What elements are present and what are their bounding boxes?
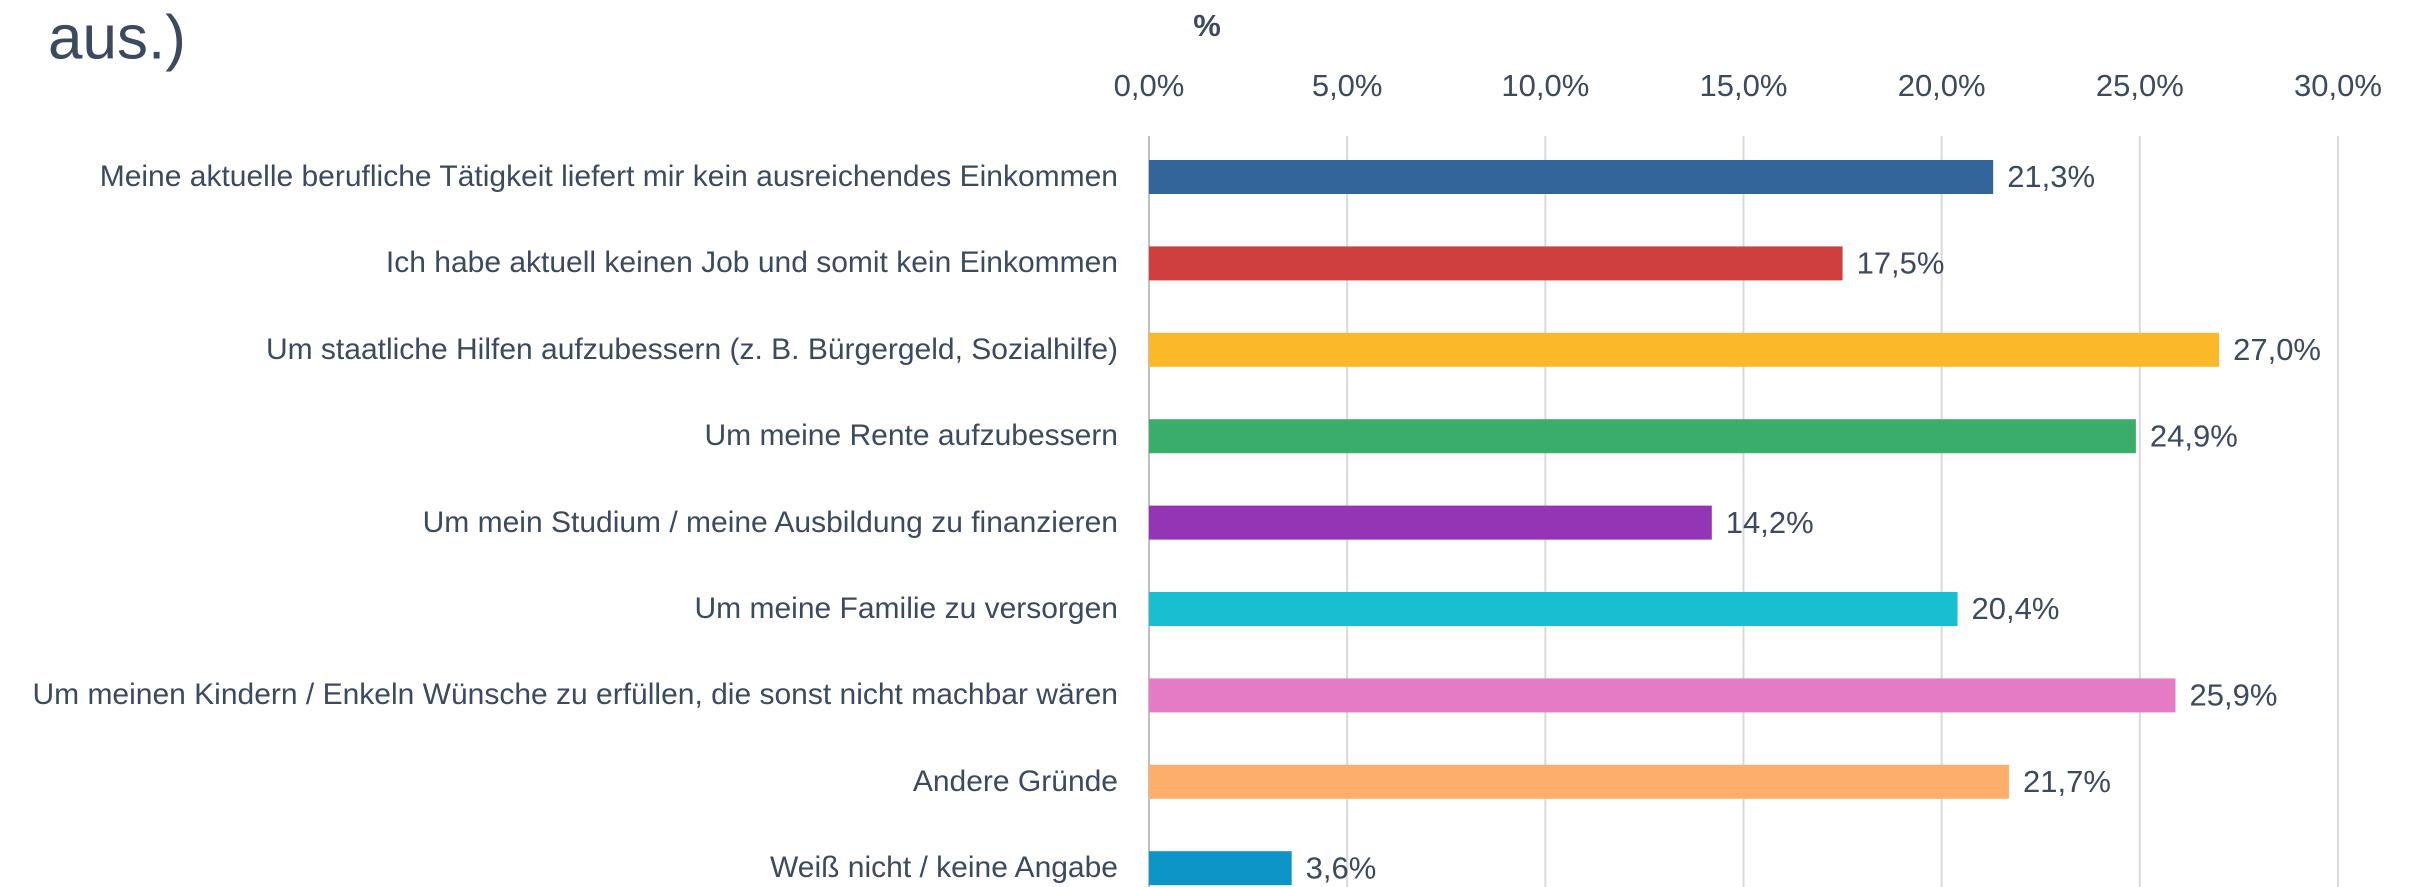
data-label: 24,9% (2150, 418, 2238, 453)
data-label: 14,2% (1726, 505, 1814, 540)
category-label: Weiß nicht / keine Angabe (770, 851, 1118, 885)
category-label: Um mein Studium / meine Ausbildung zu fi… (422, 505, 1118, 539)
bar (1149, 678, 2176, 713)
bar (1149, 505, 1712, 540)
category-label: Um meinen Kindern / Enkeln Wünsche zu er… (32, 678, 1118, 712)
data-label: 21,7% (2023, 764, 2111, 799)
x-tick-label: 15,0% (1700, 68, 1788, 103)
category-label: Andere Gründe (912, 764, 1118, 798)
x-tick-label: 10,0% (1501, 68, 1589, 103)
bar (1149, 246, 1843, 281)
category-label: Ich habe aktuell keinen Job und somit ke… (385, 246, 1118, 280)
x-axis-label: % (1193, 8, 1221, 43)
data-label: 3,6% (1306, 850, 1377, 885)
x-tick-label: 30,0% (2294, 68, 2382, 103)
category-label: Um meine Rente aufzubessern (704, 419, 1118, 453)
data-label: 21,3% (2007, 159, 2095, 194)
category-label: Um staatliche Hilfen aufzubessern (z. B.… (265, 332, 1118, 366)
x-tick-label: 0,0% (1114, 68, 1185, 103)
bar (1149, 332, 2220, 367)
bar (1149, 764, 2010, 799)
x-tick-label: 5,0% (1312, 68, 1383, 103)
bar (1149, 851, 1292, 886)
category-label: Um meine Familie zu versorgen (694, 592, 1118, 625)
category-label: Meine aktuelle berufliche Tätigkeit lief… (99, 160, 1118, 193)
x-tick-label: 25,0% (2096, 68, 2184, 103)
data-label: 20,4% (1972, 591, 2060, 626)
data-label: 27,0% (2233, 332, 2321, 367)
bar (1149, 160, 1994, 194)
bar (1149, 592, 1958, 626)
x-tick-label: 20,0% (1898, 68, 1986, 103)
bar (1149, 419, 2136, 454)
data-label: 17,5% (1857, 246, 1945, 281)
chart-title: aus.) (48, 3, 186, 72)
data-label: 25,9% (2190, 678, 2278, 713)
